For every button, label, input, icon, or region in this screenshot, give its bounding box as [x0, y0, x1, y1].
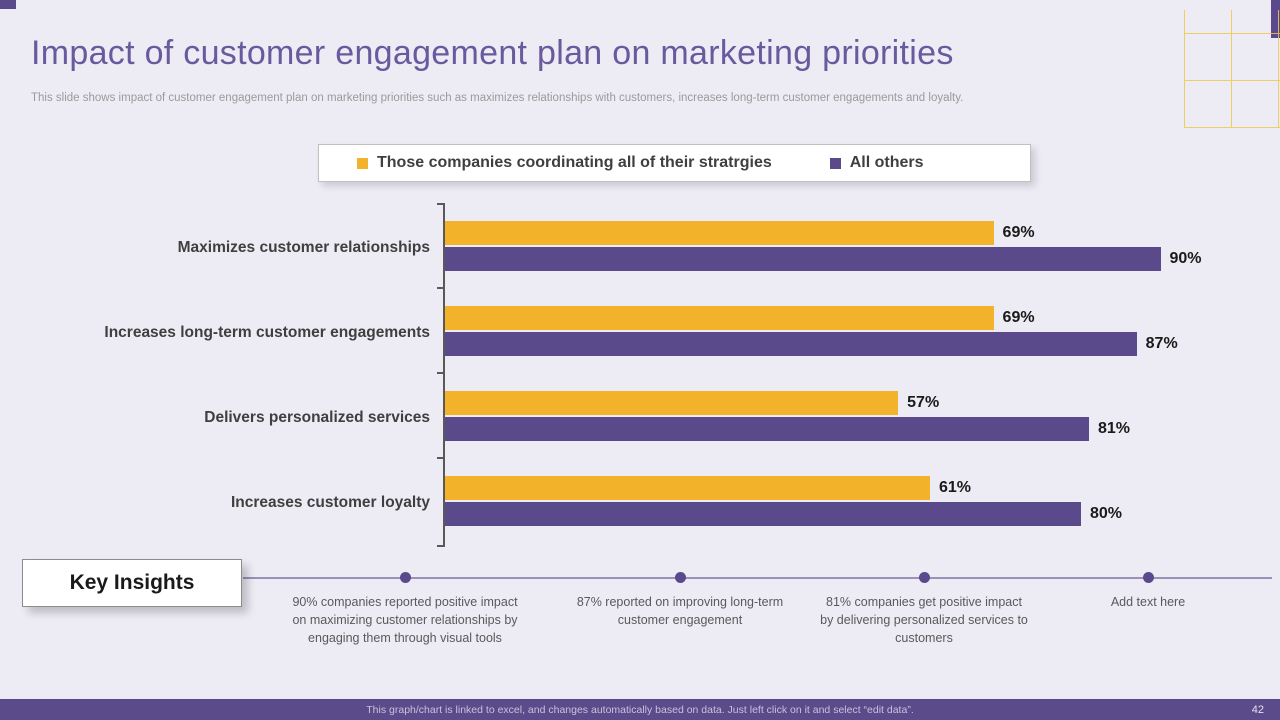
bar-series1-personalized-services[interactable] — [445, 391, 899, 415]
timeline-dot-icon — [918, 572, 930, 583]
slide-title: Impact of customer engagement plan on ma… — [31, 34, 954, 72]
insight-item-1: 90% companies reported positive impact o… — [290, 572, 520, 647]
chart-legend: Those companies coordinating all of thei… — [318, 144, 1031, 182]
insight-text-1: 90% companies reported positive impact o… — [292, 595, 518, 645]
footer-note: This graph/chart is linked to excel, and… — [366, 703, 914, 716]
bar-series2-customer-loyalty[interactable] — [445, 502, 1081, 526]
bar-value-label: 57% — [907, 394, 940, 411]
grid-decoration — [1184, 10, 1280, 128]
axis-tick — [437, 372, 445, 374]
bar-series2-longterm-engagements[interactable] — [445, 332, 1137, 356]
insight-text-placeholder[interactable]: Add text here — [1110, 595, 1186, 609]
timeline-dot-icon — [674, 572, 686, 583]
chart-y-axis — [437, 203, 445, 547]
bar-value-label: 69% — [1002, 224, 1035, 241]
insight-item-2: 87% reported on improving long-term cust… — [572, 572, 788, 630]
insights-timeline-line — [243, 577, 1272, 579]
bar-value-label: 69% — [1002, 309, 1035, 326]
bar-series1-customer-loyalty[interactable] — [445, 476, 930, 500]
timeline-dot-icon — [1142, 572, 1154, 583]
footer-bar: This graph/chart is linked to excel, and… — [0, 699, 1280, 720]
bar-value-label: 81% — [1097, 420, 1130, 437]
category-labels: Maximizes customer relationships Increas… — [0, 205, 430, 545]
bar-series1-longterm-engagements[interactable] — [445, 306, 994, 330]
insight-text-3: 81% companies get positive impact by del… — [820, 595, 1028, 645]
axis-tick — [437, 457, 445, 459]
legend-item-series2[interactable]: All others — [829, 154, 924, 172]
insight-text-2: 87% reported on improving long-term cust… — [576, 595, 784, 627]
insight-item-4: Add text here — [1058, 572, 1238, 612]
legend-label-series2: All others — [849, 154, 924, 171]
bar-value-label: 80% — [1090, 505, 1123, 522]
key-insights-box: Key Insights — [22, 559, 242, 607]
bar-series1-maximizes-relationships[interactable] — [445, 221, 994, 245]
category-label-2: Increases long-term customer engagements — [104, 323, 430, 341]
axis-tick — [437, 545, 445, 547]
category-label-3: Delivers personalized services — [204, 408, 430, 426]
legend-label-series1: Those companies coordinating all of thei… — [377, 154, 772, 171]
insight-item-3: 81% companies get positive impact by del… — [818, 572, 1030, 647]
chart-plot-area[interactable]: 69% 90% 69% 87% 57% 81% — [445, 205, 1240, 545]
corner-accent-top-left — [0, 0, 16, 9]
legend-item-series1[interactable]: Those companies coordinating all of thei… — [357, 154, 772, 172]
category-label-1: Maximizes customer relationships — [177, 238, 430, 256]
bar-series2-maximizes-relationships[interactable] — [445, 247, 1161, 271]
legend-swatch-series2-icon — [829, 157, 841, 169]
bar-group-1: 69% 90% — [445, 205, 1240, 290]
bar-value-label: 90% — [1169, 250, 1202, 267]
key-insights-label: Key Insights — [69, 571, 195, 594]
legend-swatch-series1-icon — [357, 157, 368, 169]
axis-tick — [437, 203, 445, 205]
bar-value-label: 61% — [938, 479, 971, 496]
bar-group-2: 69% 87% — [445, 290, 1240, 375]
page-number: 42 — [1251, 703, 1264, 716]
bar-value-label: 87% — [1145, 335, 1178, 352]
timeline-dot-icon — [399, 572, 411, 583]
bar-group-4: 61% 80% — [445, 460, 1240, 545]
axis-tick — [437, 287, 445, 289]
bar-group-3: 57% 81% — [445, 375, 1240, 460]
bar-series2-personalized-services[interactable] — [445, 417, 1089, 441]
slide-subtitle: This slide shows impact of customer enga… — [31, 92, 964, 104]
category-label-4: Increases customer loyalty — [230, 493, 430, 511]
